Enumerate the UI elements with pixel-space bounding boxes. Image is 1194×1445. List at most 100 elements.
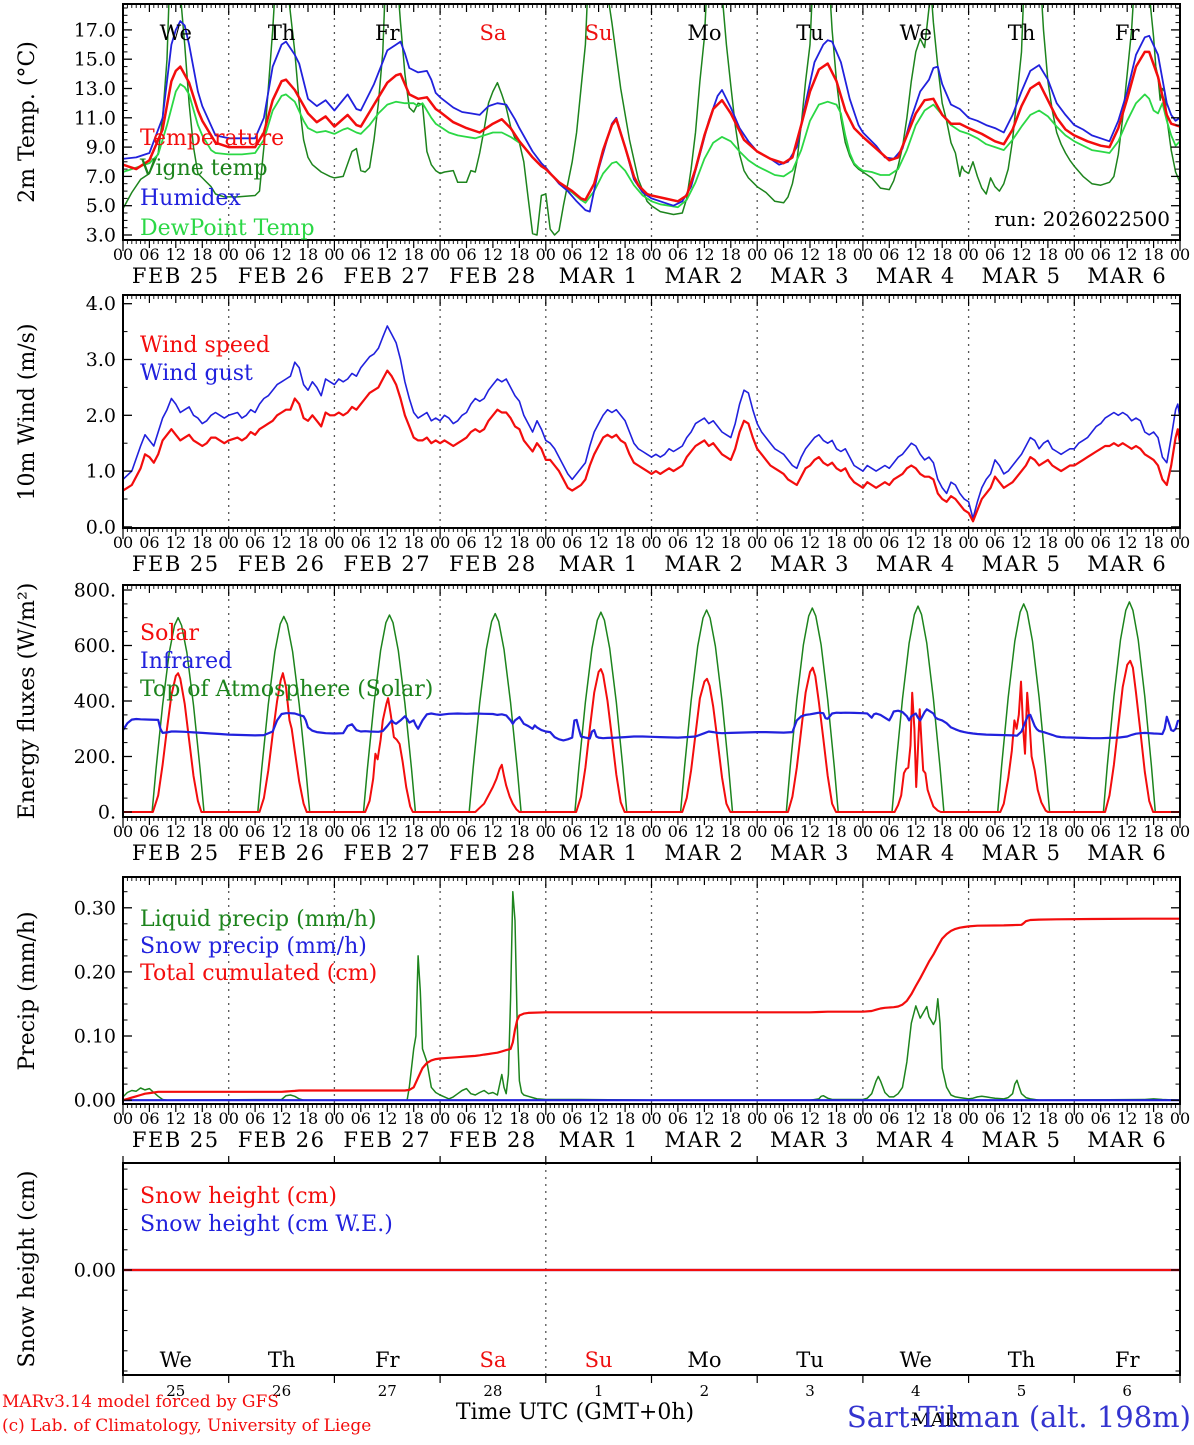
day-name-bottom: We xyxy=(160,1348,192,1372)
x-hour-label: 00 xyxy=(324,1109,344,1128)
x-hour-label: 18 xyxy=(932,822,952,841)
y-tick-label: 13.0 xyxy=(74,78,116,100)
x-hour-label: 06 xyxy=(668,1109,688,1128)
legend-2m-temp-0: Temperature xyxy=(140,126,284,151)
wind-gust-line xyxy=(123,325,1180,520)
y-tick-label: 3.0 xyxy=(86,225,116,247)
panel-precip: 0.00 0.10 0.20 0.30 Liquid precip (mm/h)Snow… xyxy=(15,876,1190,1152)
x-hour-label: 12 xyxy=(377,1109,397,1128)
x-hour-label: 12 xyxy=(588,822,608,841)
infrared-line xyxy=(123,708,1180,742)
x-hour-label: 12 xyxy=(1117,533,1137,552)
x-hour-label: 00 xyxy=(113,822,133,841)
legend-energy-fluxes-0: Solar xyxy=(140,621,199,646)
x-hour-label: 18 xyxy=(721,533,741,552)
x-hour-label: 18 xyxy=(721,245,741,264)
x-hour-label: 06 xyxy=(139,533,159,552)
x-hour-label: 00 xyxy=(1064,245,1084,264)
x-hour-label: 12 xyxy=(694,822,714,841)
x-hour-label: 12 xyxy=(271,1109,291,1128)
x-hour-label: 00 xyxy=(113,1109,133,1128)
x-date-label: FEB 25 xyxy=(132,552,220,576)
x-hour-label: 12 xyxy=(800,533,820,552)
x-hour-label: 00 xyxy=(1170,533,1190,552)
x-hour-label: 12 xyxy=(1011,533,1031,552)
x-date-label: FEB 26 xyxy=(238,1128,326,1152)
x-hour-label: 06 xyxy=(456,533,476,552)
y-tick-label: 11.0 xyxy=(74,107,116,129)
x-hour-label: 00 xyxy=(1170,1109,1190,1128)
x-hour-label: 18 xyxy=(404,822,424,841)
day-name-top: Mo xyxy=(687,21,721,45)
y-tick-label: 3.0 xyxy=(86,349,116,371)
x-hour-label: 00 xyxy=(853,1109,873,1128)
y-tick-label: 400. xyxy=(74,691,116,713)
y-tick-label: 9.0 xyxy=(86,137,116,159)
y-axis-label-2m-temp: 2m Temp. (°C) xyxy=(15,41,40,203)
x-hour-label: 12 xyxy=(377,245,397,264)
x-month-label: MAR xyxy=(911,1409,959,1431)
x-date-label: FEB 28 xyxy=(449,264,537,288)
x-hour-label: 00 xyxy=(219,822,239,841)
x-hour-label: 12 xyxy=(377,533,397,552)
x-hour-label: 12 xyxy=(166,533,186,552)
x-date-label: FEB 25 xyxy=(132,841,220,865)
x-hour-label: 06 xyxy=(245,822,265,841)
x-hour-label: 12 xyxy=(483,245,503,264)
x-hour-label: 06 xyxy=(879,245,899,264)
x-hour-label: 06 xyxy=(351,822,371,841)
x-hour-label: 06 xyxy=(668,533,688,552)
x-hour-label: 06 xyxy=(985,533,1005,552)
x-hour-label: 00 xyxy=(853,822,873,841)
x-date-label: MAR 5 xyxy=(981,264,1061,288)
x-hour-label: 00 xyxy=(747,533,767,552)
x-date-label: MAR 5 xyxy=(981,1128,1061,1152)
temperature-line xyxy=(123,50,1180,203)
x-date-label: FEB 25 xyxy=(132,264,220,288)
x-hour-label: 00 xyxy=(747,245,767,264)
legend-precip-1: Snow precip (mm/h) xyxy=(140,934,367,959)
y-tick-label: 4.0 xyxy=(86,293,116,315)
y-tick-label: 800. xyxy=(74,580,116,602)
x-hour-label: 06 xyxy=(879,822,899,841)
x-day-number: 2 xyxy=(700,1382,710,1400)
panel-10m-wind: 0.0 1.0 2.0 3.0 4.0 Wind speed Wind gust 10m Wi… xyxy=(15,293,1190,576)
x-hour-label: 00 xyxy=(324,822,344,841)
x-date-label: FEB 26 xyxy=(238,552,326,576)
x-hour-label: 18 xyxy=(932,1109,952,1128)
day-name-bottom: We xyxy=(900,1348,932,1372)
x-hour-label: 12 xyxy=(906,245,926,264)
x-hour-label: 18 xyxy=(826,533,846,552)
x-hour-label: 06 xyxy=(562,533,582,552)
legend-10m-wind-1: Wind gust xyxy=(140,361,253,386)
x-hour-label: 06 xyxy=(351,533,371,552)
x-hour-label: 00 xyxy=(747,1109,767,1128)
wind-speed-line xyxy=(123,369,1180,523)
panel-energy-fluxes: 0. 200. 400. 600. 800. Solar Infrared Top of At… xyxy=(15,580,1190,866)
dewpoint-temp-line xyxy=(123,83,1180,209)
legend-10m-wind-0: Wind speed xyxy=(140,333,270,358)
x-hour-label: 06 xyxy=(139,1109,159,1128)
x-date-label: FEB 27 xyxy=(343,841,431,865)
legend-2m-temp-3: DewPoint Temp xyxy=(140,216,315,241)
x-date-label: FEB 28 xyxy=(449,841,537,865)
x-hour-label: 06 xyxy=(351,1109,371,1128)
y-tick-label: 200. xyxy=(74,746,116,768)
x-hour-label: 12 xyxy=(906,1109,926,1128)
x-date-label: MAR 3 xyxy=(770,841,850,865)
day-name-top: Th xyxy=(268,21,296,45)
x-hour-label: 12 xyxy=(483,533,503,552)
x-hour-label: 12 xyxy=(166,822,186,841)
x-hour-label: 12 xyxy=(588,1109,608,1128)
x-hour-label: 12 xyxy=(800,822,820,841)
x-date-label: MAR 3 xyxy=(770,264,850,288)
x-date-label: MAR 6 xyxy=(1087,264,1167,288)
x-hour-label: 18 xyxy=(509,1109,529,1128)
day-name-bottom: Fr xyxy=(1115,1348,1141,1372)
x-date-label: MAR 2 xyxy=(664,264,744,288)
x-day-number: 5 xyxy=(1017,1382,1027,1400)
legend-energy-fluxes-1: Infrared xyxy=(140,649,232,674)
footer-copyright: (c) Lab. of Climatology, University of L… xyxy=(2,1416,371,1436)
legend-2m-temp-2: Humidex xyxy=(140,186,241,211)
y-axis-label-snow-height: Snow height (cm) xyxy=(15,1171,40,1368)
